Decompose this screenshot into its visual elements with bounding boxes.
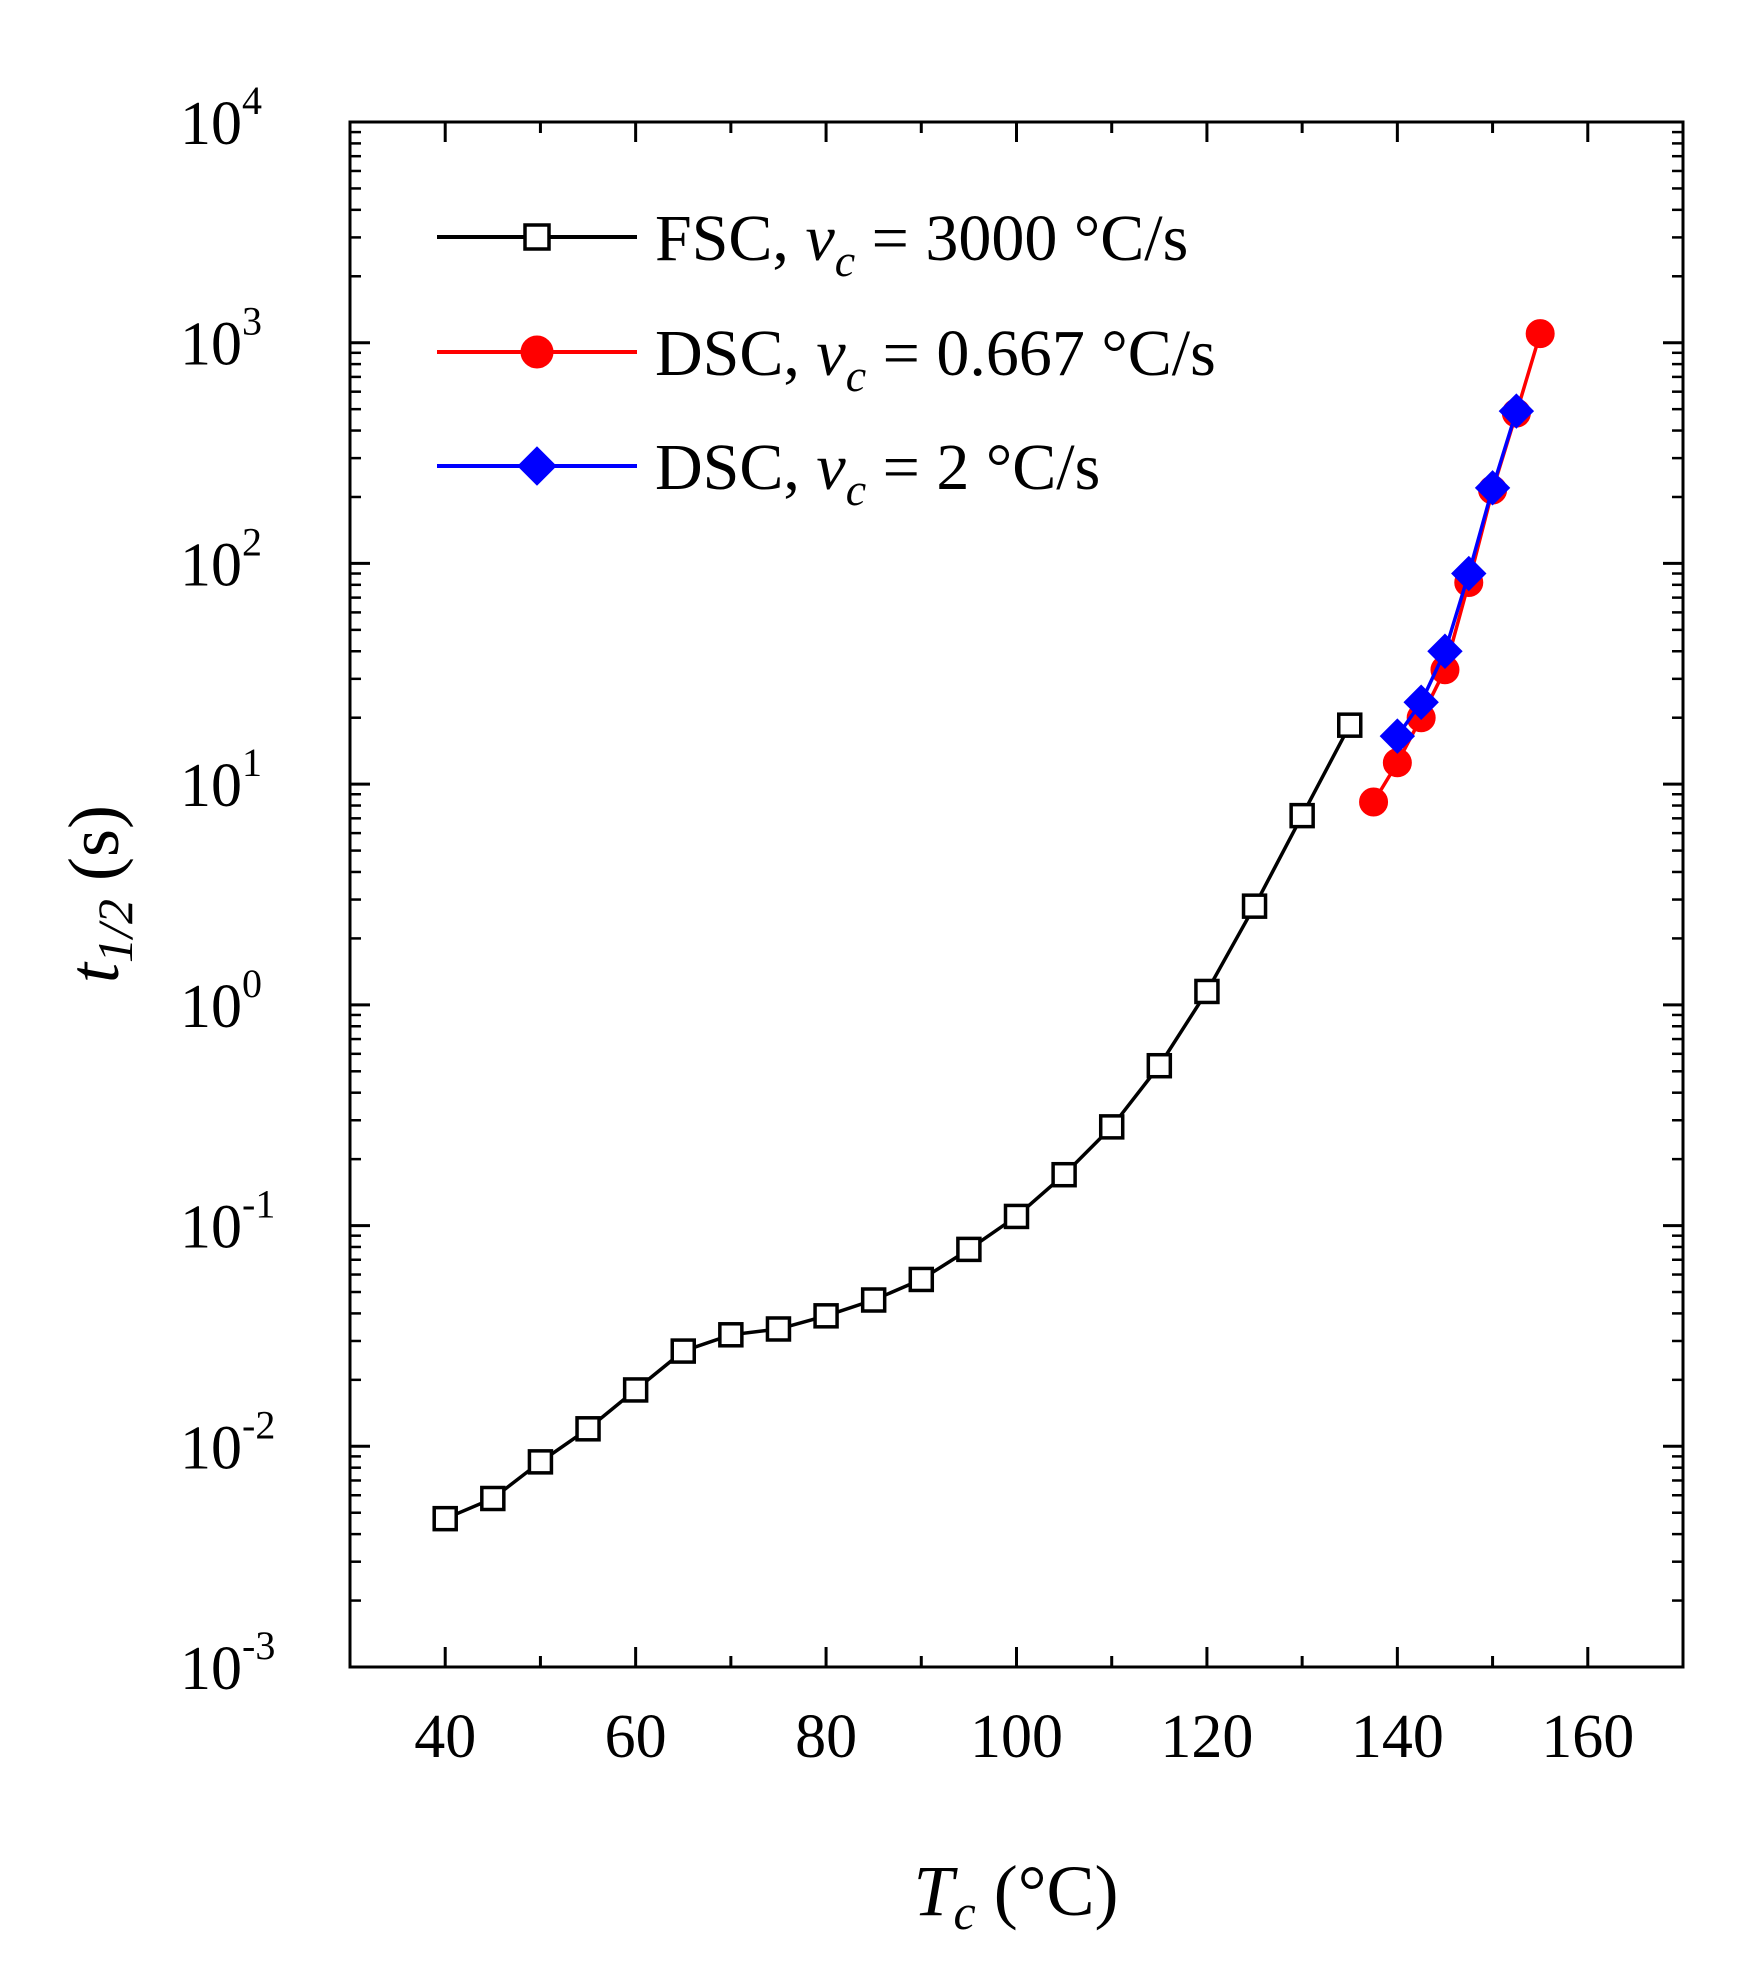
legend-item-2: DSC, vc = 2 °C/s <box>437 431 1100 515</box>
legend-label: DSC, vc = 0.667 °C/s <box>655 317 1216 401</box>
data-point-diamond <box>1451 555 1487 592</box>
data-point-circle <box>1359 787 1389 817</box>
y-tick-exponent: 2 <box>242 519 262 564</box>
x-tick-label: 40 <box>414 1703 476 1771</box>
data-point-circle <box>1525 319 1555 349</box>
series-0 <box>432 712 1363 1532</box>
tick-labels: 40 60 80 100 120 140 16010-310-210-11001011021… <box>180 78 1634 1771</box>
data-point-square <box>1146 1052 1173 1079</box>
y-tick-base: 10 <box>180 752 242 820</box>
y-tick-label: 10-1 <box>180 1182 275 1262</box>
legend: FSC, vc = 3000 °C/s DSC, vc = 0.667 °C/s D… <box>437 202 1216 515</box>
data-point-square <box>718 1322 744 1348</box>
data-point-diamond <box>1474 470 1511 506</box>
data-point-square <box>523 223 551 251</box>
y-tick-exponent: 1 <box>242 740 262 785</box>
x-tick-label: 100 <box>970 1703 1063 1771</box>
y-tick-base: 10 <box>180 311 242 379</box>
data-point-square <box>860 1287 887 1313</box>
x-tick-label: 160 <box>1541 1703 1634 1771</box>
y-tick-label: 104 <box>180 78 262 158</box>
y-tick-exponent: 3 <box>242 299 262 344</box>
x-tick-label: 140 <box>1351 1703 1444 1771</box>
y-tick-exponent: 4 <box>242 78 262 123</box>
data-point-square <box>527 1449 554 1475</box>
data-point-square <box>1051 1161 1077 1188</box>
y-tick-base: 10 <box>180 1194 242 1262</box>
x-tick-label: 120 <box>1160 1703 1253 1771</box>
y-tick-label: 101 <box>180 740 262 820</box>
x-tick-label: 60 <box>605 1703 667 1771</box>
series-2 <box>1379 393 1535 754</box>
y-tick-exponent: -1 <box>242 1182 275 1227</box>
y-axis-symbol: t <box>54 961 134 983</box>
x-axis-unit: (°C) <box>976 1851 1119 1931</box>
legend-label: DSC, vc = 2 °C/s <box>655 431 1100 515</box>
data-point-square <box>1098 1114 1125 1140</box>
data-point-square <box>765 1316 792 1342</box>
data-point-square <box>1194 978 1220 1005</box>
data-point-square <box>1337 712 1363 738</box>
data-point-square <box>480 1485 506 1512</box>
data-point-diamond <box>1427 633 1463 669</box>
data-point-square <box>1003 1203 1030 1230</box>
data-point-square <box>813 1303 839 1329</box>
y-axis-subscript: 1/2 <box>87 899 143 963</box>
y-tick-exponent: -3 <box>242 1623 275 1668</box>
data-point-square <box>1289 802 1315 829</box>
x-tick-label: 80 <box>795 1703 857 1771</box>
x-axis-symbol: T <box>913 1851 958 1931</box>
y-tick-label: 10-3 <box>180 1623 275 1703</box>
y-tick-exponent: 0 <box>242 961 262 1006</box>
legend-item-1: DSC, vc = 0.667 °C/s <box>437 317 1216 401</box>
series-layer <box>432 319 1555 1532</box>
y-tick-label: 102 <box>180 519 262 599</box>
data-point-square <box>670 1338 696 1364</box>
y-tick-base: 10 <box>180 1635 242 1703</box>
legend-item-0: FSC, vc = 3000 °C/s <box>437 202 1188 286</box>
plot-background <box>350 122 1683 1667</box>
y-tick-base: 10 <box>180 1414 242 1482</box>
y-tick-base: 10 <box>180 531 242 599</box>
x-axis-subscript: c <box>954 1884 976 1940</box>
data-point-diamond <box>1403 684 1439 720</box>
y-tick-label: 103 <box>180 299 262 379</box>
data-point-square <box>575 1416 601 1442</box>
y-tick-exponent: -2 <box>242 1402 275 1447</box>
data-point-square <box>908 1266 935 1293</box>
data-point-diamond <box>517 446 557 486</box>
y-axis-title: t1/2 (s) <box>54 805 143 983</box>
data-point-square <box>1241 893 1268 919</box>
data-point-square <box>622 1377 649 1403</box>
y-tick-label: 10-2 <box>180 1402 275 1482</box>
x-axis-title: Tc (°C) <box>913 1851 1118 1940</box>
y-tick-label: 100 <box>180 961 262 1041</box>
data-point-square <box>432 1505 458 1532</box>
y-tick-base: 10 <box>180 90 242 158</box>
data-point-square <box>956 1236 982 1263</box>
plot-frame <box>348 120 1685 1669</box>
axis-ticks <box>348 120 1685 1669</box>
data-point-diamond <box>1498 393 1535 429</box>
data-point-diamond <box>1379 718 1416 754</box>
legend-label: FSC, vc = 3000 °C/s <box>655 202 1188 286</box>
y-tick-base: 10 <box>180 973 242 1041</box>
data-point-circle <box>520 335 554 369</box>
y-axis-unit: (s) <box>54 805 134 899</box>
